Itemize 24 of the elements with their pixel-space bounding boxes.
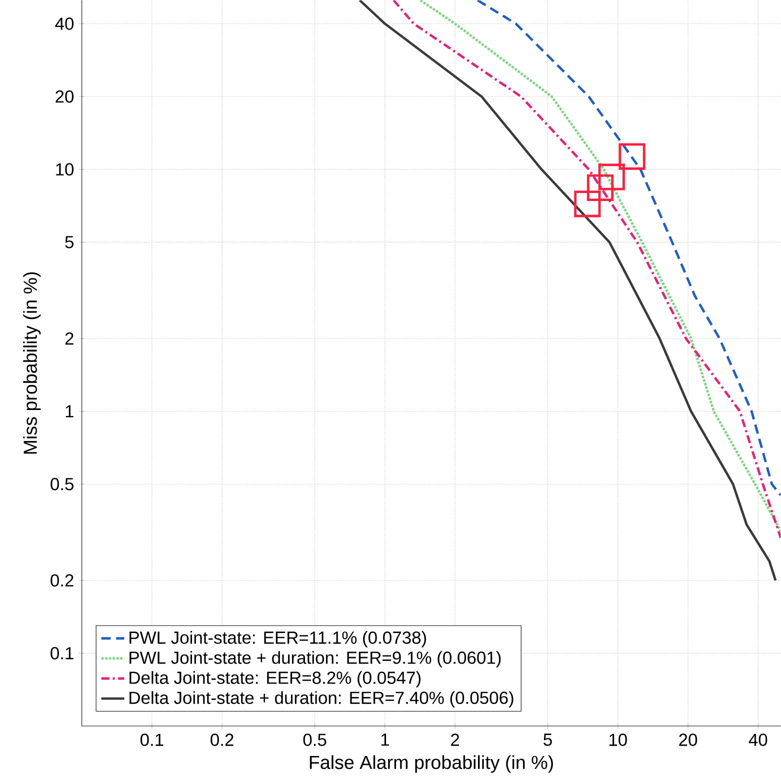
legend-label: Delta Joint-state: EER=8.2% (0.0547) (130, 671, 421, 688)
y-tick-label: 10 (56, 163, 74, 176)
y-axis-title: Miss probability (in %) (23, 272, 41, 454)
y-tick-label: 0.1 (50, 646, 74, 660)
y-tick-label: 5 (65, 236, 74, 248)
x-tick-label: 10 (610, 734, 627, 746)
y-tick-label: 1 (66, 405, 74, 418)
legend-label: PWL Joint-state: EER=11.1% (0.0738) (130, 630, 426, 648)
x-tick-label: 5 (544, 734, 552, 746)
x-tick-label: 40 (748, 734, 768, 746)
legend-label: PWL Joint-state + duration: EER=9.1% (0.0601) (130, 650, 501, 668)
x-tick-label: 20 (679, 734, 698, 746)
y-tick-label: 0.5 (50, 478, 74, 490)
y-tick-label: 2 (65, 332, 74, 344)
y-tick-label: 40 (55, 17, 74, 30)
x-axis-title: False Alarm probability (in %) (310, 755, 553, 773)
legend-label: Delta Joint-state + duration: EER=7.40% (0.0506) (130, 691, 514, 708)
x-tick-label: 0.5 (303, 734, 326, 746)
x-tick-label: 0.2 (210, 734, 234, 746)
y-tick-label: 20 (56, 90, 74, 103)
y-tick-label: 0.2 (50, 574, 74, 586)
x-tick-label: 0.1 (140, 734, 164, 746)
x-tick-label: 2 (451, 734, 460, 746)
x-tick-label: 1 (381, 734, 389, 746)
